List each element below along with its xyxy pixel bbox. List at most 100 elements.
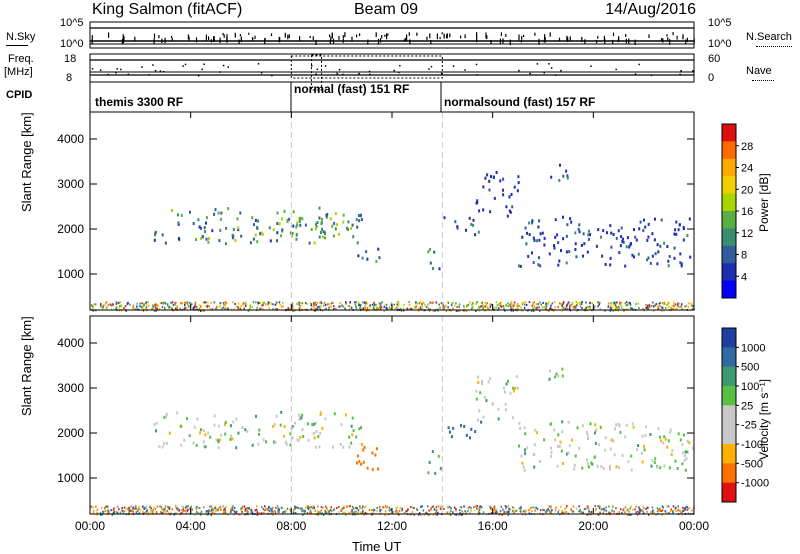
data-cell <box>330 506 332 509</box>
data-cell <box>165 412 168 416</box>
data-cell <box>257 219 260 223</box>
data-cell <box>301 413 304 417</box>
data-cell <box>550 175 553 179</box>
data-cell <box>432 513 435 516</box>
data-cell <box>113 510 115 513</box>
colorbar-swatch <box>722 263 736 282</box>
data-cell <box>329 305 332 308</box>
data-cell <box>384 510 387 513</box>
data-cell <box>237 306 239 309</box>
data-cell <box>432 301 434 304</box>
data-cell <box>197 512 199 515</box>
data-cell <box>620 301 623 304</box>
data-cell <box>593 431 596 435</box>
data-cell <box>255 414 257 418</box>
status-dot <box>529 72 531 75</box>
data-cell <box>522 301 525 304</box>
data-cell <box>594 441 597 445</box>
data-cell <box>565 234 568 238</box>
data-cell <box>397 305 400 308</box>
data-cell <box>670 510 672 512</box>
data-cell <box>656 262 659 266</box>
status-spike <box>252 37 254 40</box>
data-cell <box>104 510 106 513</box>
data-cell <box>143 512 146 515</box>
data-cell <box>474 233 477 237</box>
data-cell <box>314 301 317 304</box>
data-cell <box>298 413 301 417</box>
y-tick-label: 1000 <box>57 267 84 281</box>
data-cell <box>93 510 95 513</box>
colorbar-swatch <box>722 228 736 247</box>
status-spike <box>584 39 586 45</box>
data-cell <box>439 467 442 471</box>
data-cell <box>615 423 618 427</box>
status-spike <box>499 38 501 45</box>
data-cell <box>489 210 492 214</box>
data-cell <box>152 511 154 514</box>
data-cell <box>622 508 625 511</box>
data-cell <box>395 511 398 514</box>
data-cell <box>275 414 278 418</box>
data-cell <box>289 432 292 436</box>
data-cell <box>634 508 636 511</box>
data-cell <box>160 511 162 514</box>
status-spike <box>234 32 236 38</box>
status-spike <box>331 32 333 36</box>
status-dot <box>338 68 341 71</box>
data-cell <box>354 513 356 516</box>
data-cell <box>577 227 580 231</box>
data-cell <box>320 506 323 509</box>
data-cell <box>510 309 513 312</box>
data-cell <box>553 301 556 304</box>
data-cell <box>497 417 500 421</box>
data-cell <box>122 512 125 515</box>
data-cell <box>398 510 401 513</box>
data-cell <box>430 507 432 510</box>
data-cell <box>675 506 677 509</box>
data-cell <box>258 432 260 436</box>
data-cell <box>450 507 452 510</box>
data-cell <box>242 302 245 305</box>
data-cell <box>667 439 670 443</box>
data-cell <box>204 305 207 308</box>
data-cell <box>478 306 481 309</box>
data-cell <box>670 508 673 511</box>
data-cell <box>110 304 113 307</box>
data-cell <box>678 223 681 227</box>
data-cell <box>224 507 226 510</box>
data-cell <box>416 302 418 305</box>
status-spike <box>134 36 136 41</box>
data-cell <box>155 302 157 305</box>
status-dot <box>475 63 478 66</box>
data-cell <box>558 509 560 511</box>
data-cell <box>408 308 410 311</box>
data-cell <box>691 509 693 512</box>
data-cell <box>629 301 631 304</box>
status-spike <box>476 32 478 37</box>
data-cell <box>533 239 536 242</box>
data-cell <box>518 444 520 448</box>
status-spike <box>287 34 289 40</box>
data-cell <box>520 507 522 510</box>
data-cell <box>166 441 169 445</box>
data-cell <box>441 307 444 310</box>
data-cell <box>350 441 353 445</box>
data-cell <box>508 304 511 307</box>
data-cell <box>248 308 251 311</box>
status-spike <box>625 38 627 44</box>
data-cell <box>241 507 244 510</box>
data-cell <box>677 302 679 305</box>
data-cell <box>219 505 221 508</box>
data-cell <box>479 505 482 508</box>
status-spike <box>521 36 523 40</box>
data-cell <box>306 505 308 508</box>
data-cell <box>225 511 227 514</box>
data-cell <box>256 226 259 230</box>
velocity-heatmap <box>90 316 695 516</box>
data-cell <box>274 440 277 444</box>
data-cell <box>538 460 541 463</box>
data-cell <box>158 307 161 310</box>
data-cell <box>156 505 159 508</box>
data-cell <box>379 305 381 308</box>
